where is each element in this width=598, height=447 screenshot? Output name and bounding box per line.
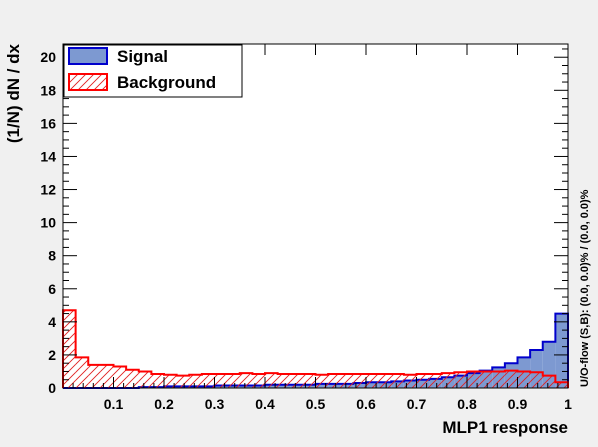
background-bin-9 — [176, 375, 190, 388]
x-tick-label: 1 — [564, 396, 572, 412]
background-bin-4 — [113, 366, 127, 388]
legend-swatch-signal — [68, 47, 108, 65]
background-bin-35 — [504, 370, 518, 388]
background-bin-31 — [454, 372, 467, 388]
background-bin-18 — [290, 373, 303, 388]
background-bin-21 — [328, 373, 341, 388]
background-bin-28 — [416, 373, 430, 388]
background-bin-33 — [479, 371, 493, 388]
background-bin-30 — [441, 373, 455, 388]
y-tick-label: 12 — [40, 182, 56, 198]
plot-area — [63, 44, 568, 388]
background-bin-34 — [492, 371, 505, 388]
legend: Signal Background — [63, 44, 243, 98]
x-tick-label: 0.2 — [154, 396, 174, 412]
y-tick-label: 6 — [48, 281, 56, 297]
x-tick-label: 0.3 — [205, 396, 225, 412]
y-tick-label: 4 — [48, 314, 56, 330]
x-tick-label: 0.5 — [306, 396, 326, 412]
y-tick-label: 18 — [40, 82, 56, 98]
background-bin-1 — [75, 357, 89, 388]
background-bin-7 — [151, 373, 164, 388]
background-bin-6 — [138, 371, 152, 388]
y-tick-label: 20 — [40, 49, 56, 65]
plot-background — [63, 44, 568, 388]
background-bin-20 — [315, 374, 329, 388]
axes-layer: 0.1 0.2 0.3 0.4 0.5 0.6 0.7 0.8 0.9 1024681012141… — [40, 43, 572, 412]
series-background — [62, 309, 569, 388]
background-bin-25 — [378, 373, 392, 388]
x-axis-label: MLP1 response — [442, 418, 568, 437]
overflow-note: U/O-flow (S,B): (0.0, 0.0)% / (0.0, 0.0)… — [579, 189, 591, 387]
y-axis-label: (1/N) dN / dx — [4, 43, 23, 143]
background-bin-37 — [530, 372, 543, 388]
x-tick-label: 0.8 — [457, 396, 477, 412]
background-bin-27 — [403, 374, 417, 388]
legend-label-signal: Signal — [117, 47, 168, 66]
background-bin-16 — [265, 373, 278, 388]
y-tick-label: 8 — [48, 248, 56, 264]
background-bin-14 — [239, 373, 253, 388]
background-bin-23 — [353, 373, 366, 388]
background-bin-3 — [100, 364, 114, 388]
x-tick-label: 0.1 — [104, 396, 124, 412]
y-tick-label: 16 — [40, 115, 56, 131]
background-bin-24 — [366, 373, 379, 388]
y-tick-label: 14 — [40, 148, 56, 164]
background-bin-13 — [227, 373, 240, 388]
background-bin-10 — [189, 374, 202, 388]
series-layer — [62, 309, 569, 389]
background-bin-29 — [429, 373, 442, 388]
signal-bin-39 — [555, 313, 568, 388]
background-bin-12 — [214, 373, 228, 388]
background-bin-32 — [467, 371, 480, 388]
x-tick-label: 0.9 — [508, 396, 528, 412]
background-bin-26 — [391, 373, 404, 388]
x-tick-label: 0.4 — [255, 396, 275, 412]
background-bin-5 — [126, 369, 139, 388]
y-tick-label: 2 — [48, 347, 56, 363]
background-bin-19 — [302, 373, 316, 388]
background-bin-22 — [340, 373, 354, 388]
y-tick-label: 0 — [48, 380, 56, 396]
background-bin-8 — [164, 374, 177, 388]
background-outline — [62, 309, 569, 388]
background-bin-38 — [542, 375, 556, 388]
x-tick-label: 0.6 — [356, 396, 376, 412]
background-bin-39 — [555, 382, 568, 388]
background-bin-11 — [201, 373, 215, 388]
background-bin-36 — [517, 371, 531, 388]
legend-label-background: Background — [117, 73, 216, 92]
background-bin-2 — [88, 364, 101, 388]
background-bin-15 — [252, 373, 265, 388]
legend-swatch-background — [68, 73, 108, 91]
x-tick-label: 0.7 — [407, 396, 427, 412]
y-tick-label: 10 — [40, 215, 56, 231]
background-bin-17 — [277, 373, 291, 388]
